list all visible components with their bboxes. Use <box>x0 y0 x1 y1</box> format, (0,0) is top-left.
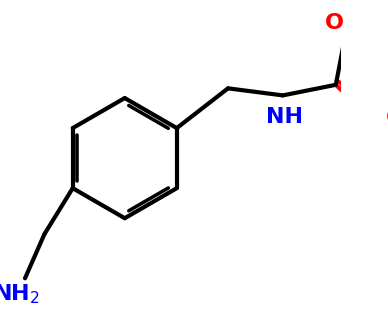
Text: NH$_2$: NH$_2$ <box>0 283 40 306</box>
Text: O: O <box>386 108 388 128</box>
Text: O: O <box>324 13 343 33</box>
Text: NH: NH <box>266 107 303 127</box>
